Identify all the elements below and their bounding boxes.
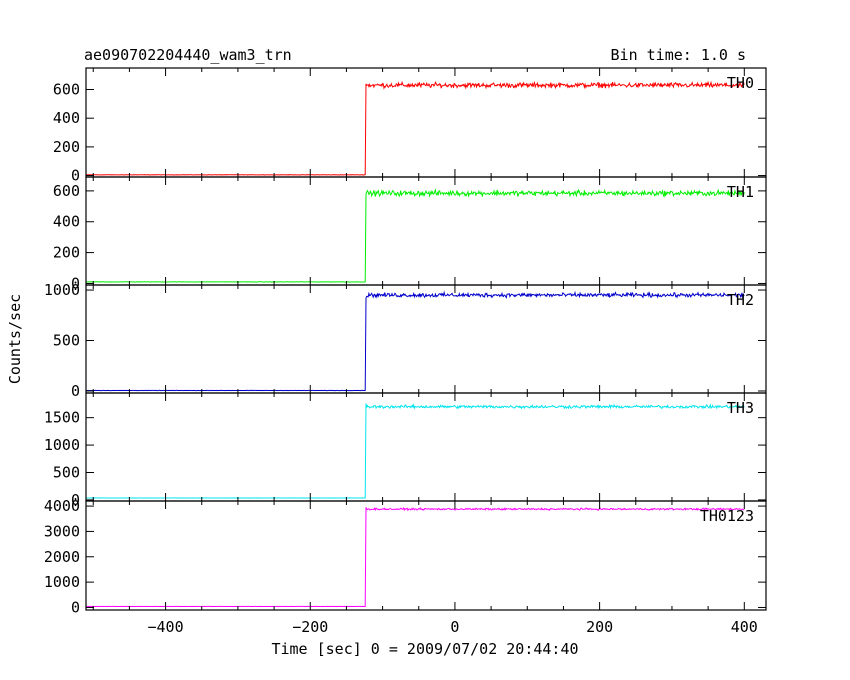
y-tick-label: 0 <box>71 274 80 292</box>
panels-group: 0 200 400 600 TH0 0 200 400 600 TH1 0 500 1000 TH2 0 50… <box>44 67 767 636</box>
x-tick-label: −400 <box>148 618 184 636</box>
bin-time-label: Bin time: 1.0 s <box>611 46 746 64</box>
y-tick-label: 600 <box>53 182 80 200</box>
panel-label-th2: TH2 <box>727 291 754 309</box>
panel-label-th3: TH3 <box>727 399 754 417</box>
panel-frame-th2 <box>85 284 767 394</box>
y-axis-label: Counts/sec <box>6 294 24 384</box>
y-tick-label: 0 <box>71 167 80 185</box>
y-tick-label: 1500 <box>44 409 80 427</box>
panel-label-th0123: TH0123 <box>700 507 754 525</box>
y-tick-label: 1000 <box>44 436 80 454</box>
x-axis-label: Time [sec] 0 = 2009/07/02 20:44:40 <box>271 640 578 658</box>
series-line-th0 <box>85 80 745 176</box>
x-tick-label: 0 <box>450 618 459 636</box>
series-line-th0123 <box>85 506 745 608</box>
y-tick-label: 2000 <box>44 548 80 566</box>
chart-title: ae090702204440_wam3_trn <box>84 46 292 64</box>
y-tick-label: 400 <box>53 213 80 231</box>
y-tick-label: 4000 <box>44 497 80 515</box>
y-tick-label: 500 <box>53 463 80 481</box>
y-tick-label: 200 <box>53 138 80 156</box>
series-line-th1 <box>85 188 745 283</box>
panel-label-th1: TH1 <box>727 183 754 201</box>
panel-label-th0: TH0 <box>727 74 754 92</box>
panel-frame-th3 <box>85 392 767 502</box>
y-tick-label: 500 <box>53 332 80 350</box>
y-tick-label: 1000 <box>44 281 80 299</box>
y-tick-label: 0 <box>71 598 80 616</box>
series-line-th3 <box>86 403 745 499</box>
x-tick-label: 200 <box>586 618 613 636</box>
y-tick-label: 3000 <box>44 522 80 540</box>
panel-frame-th0123 <box>85 500 767 611</box>
x-tick-label: 400 <box>731 618 758 636</box>
y-tick-label: 0 <box>71 491 80 509</box>
y-tick-label: 0 <box>71 382 80 400</box>
y-tick-label: 1000 <box>44 573 80 591</box>
y-tick-label: 600 <box>53 81 80 99</box>
series-line-th2 <box>86 290 745 392</box>
y-tick-label: 400 <box>53 109 80 127</box>
y-tick-label: 200 <box>53 244 80 262</box>
x-tick-label: −200 <box>292 618 328 636</box>
